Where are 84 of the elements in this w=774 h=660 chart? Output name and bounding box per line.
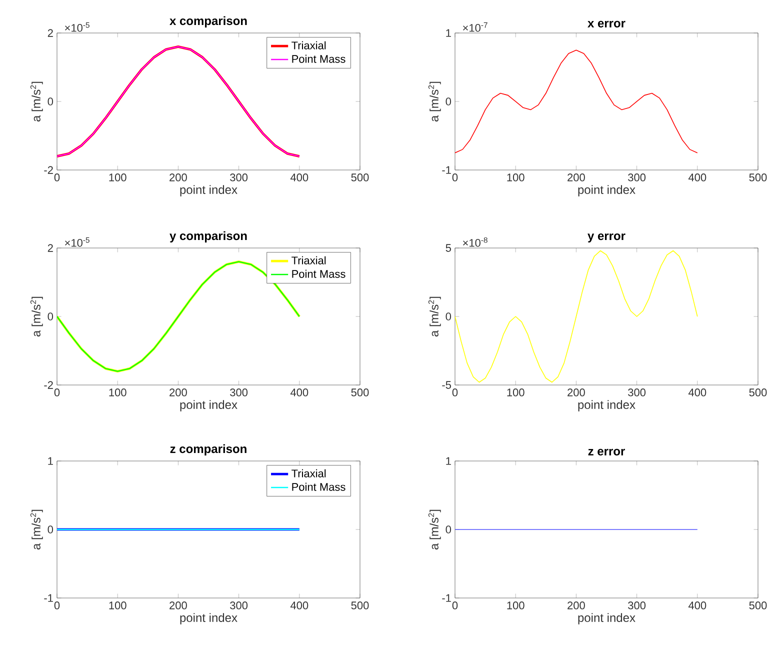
chart-title: x comparison [170, 16, 247, 28]
y-axis-title: a [m/s$^{2}$] [30, 82, 43, 122]
chart-title: y comparison [170, 231, 247, 242]
x-tick-label: 300 [628, 388, 646, 396]
y-tick-label: 0 [48, 526, 54, 534]
y-tick-label: 0 [446, 312, 452, 320]
text: ×10$^{-5}$ [65, 237, 90, 247]
text: ×10$^{-8}$ [463, 237, 488, 247]
text: ×10$^{-5}$ [65, 22, 90, 32]
y-tick-label: 5 [446, 244, 451, 252]
x-axis-title: point index [180, 400, 238, 412]
legend-label: Triaxial [292, 256, 326, 264]
x-tick-label: 400 [290, 174, 308, 182]
y-tick-label: 1 [446, 457, 451, 465]
x-tick-label: 100 [507, 174, 524, 182]
y-tick-label: 2 [48, 29, 53, 37]
x-tick-label: 400 [688, 602, 706, 610]
x-tick-label: 200 [568, 174, 585, 182]
y-tick-label: 0 [446, 98, 452, 106]
line-series [455, 50, 698, 154]
x-tick-label: 500 [749, 174, 767, 182]
x-tick-label: 300 [230, 388, 248, 396]
y-tick-label: 0 [48, 98, 54, 106]
x-tick-label: 200 [170, 602, 187, 610]
legend-label: Point Mass [292, 54, 346, 63]
x-tick-label: 100 [109, 388, 126, 396]
y-tick-label: 1 [446, 29, 451, 37]
x-tick-label: 100 [109, 602, 126, 610]
x-tick-label: 0 [452, 174, 458, 182]
chart-title: z comparison [170, 444, 246, 456]
y-tick-label: 0 [446, 526, 452, 534]
x-axis-title: point index [578, 613, 636, 624]
y-tick-label: 0 [48, 312, 54, 320]
x-axis-title: point index [180, 185, 238, 196]
x-tick-label: 300 [230, 602, 248, 610]
x-tick-label: 400 [688, 174, 706, 182]
x-tick-label: 0 [54, 388, 60, 396]
y-tick-label: -5 [442, 381, 451, 389]
y-tick-label: 1 [48, 457, 53, 465]
text: ×10$^{-7}$ [463, 22, 488, 32]
x-tick-label: 500 [351, 174, 369, 182]
chart-title: z error [588, 448, 625, 456]
x-tick-label: 100 [507, 388, 524, 396]
legend-label: Point Mass [292, 270, 346, 278]
y-axis-title: a [m/s$^{2}$] [428, 510, 441, 550]
x-tick-label: 0 [54, 602, 60, 610]
x-tick-label: 100 [109, 174, 126, 182]
x-tick-label: 500 [749, 602, 767, 610]
x-axis-title: point index [180, 613, 238, 624]
x-tick-label: 500 [351, 388, 369, 396]
x-tick-label: 300 [230, 174, 248, 182]
y-tick-label: -1 [44, 594, 53, 602]
x-tick-label: 200 [568, 602, 585, 610]
y-tick-label: -1 [442, 166, 451, 174]
x-tick-label: 300 [628, 174, 646, 182]
x-tick-label: 500 [749, 388, 767, 396]
x-tick-label: 400 [290, 388, 308, 396]
x-tick-label: 0 [452, 388, 458, 396]
y-tick-label: -1 [442, 594, 451, 602]
x-tick-label: 0 [452, 602, 458, 610]
y-axis-title: a [m/s$^{2}$] [428, 296, 441, 336]
y-axis-title: a [m/s$^{2}$] [30, 296, 43, 336]
x-axis-title: point index [578, 400, 636, 412]
x-tick-label: 300 [628, 602, 646, 610]
legend-label: Triaxial [292, 469, 326, 478]
x-tick-label: 400 [688, 388, 706, 396]
chart-title: x error [588, 20, 626, 28]
y-axis-title: a [m/s$^{2}$] [30, 510, 43, 550]
y-tick-label: -2 [44, 166, 53, 174]
legend-label: Point Mass [292, 482, 346, 491]
chart-title: y error [588, 234, 626, 242]
x-tick-label: 400 [290, 602, 308, 610]
x-tick-label: 200 [170, 388, 187, 396]
x-tick-label: 500 [351, 602, 369, 610]
line-series [455, 250, 698, 383]
legend-label: Triaxial [292, 41, 326, 50]
x-tick-label: 200 [170, 174, 187, 182]
x-tick-label: 0 [54, 174, 60, 182]
x-tick-label: 200 [568, 388, 585, 396]
x-tick-label: 100 [507, 602, 524, 610]
y-axis-title: a [m/s$^{2}$] [428, 82, 441, 122]
y-tick-label: 2 [48, 244, 53, 252]
x-axis-title: point index [578, 185, 636, 196]
y-tick-label: -2 [44, 381, 53, 389]
